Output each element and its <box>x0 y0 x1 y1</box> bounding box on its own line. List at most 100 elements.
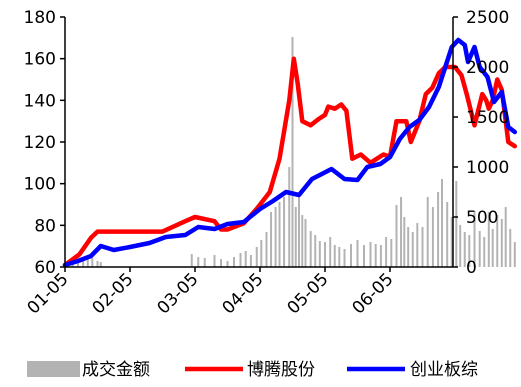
volume-bar <box>309 231 312 267</box>
volume-bar <box>400 197 403 267</box>
volume-bar <box>270 212 273 267</box>
axes: 60 80 100 120 140 160 180 0 500 1000 1500 2000 2500 0… <box>23 8 509 318</box>
volume-bar <box>459 225 462 267</box>
volume-bar <box>468 235 471 267</box>
volume-bar <box>390 239 393 267</box>
volume-bar <box>260 240 263 267</box>
volume-bar <box>416 223 419 267</box>
x-tick-label: 04-05 <box>218 269 267 318</box>
right-tick-label: 2000 <box>466 58 509 78</box>
volume-bar <box>333 245 336 267</box>
volume-bar <box>500 219 503 267</box>
volume-bar <box>463 232 466 267</box>
volume-bar <box>431 207 434 267</box>
volume-bar <box>304 219 307 267</box>
volume-bars <box>67 37 516 267</box>
volume-bar <box>338 247 341 267</box>
volume-bar <box>343 249 346 267</box>
volume-bar <box>190 254 193 267</box>
x-tick-label: 05-05 <box>283 269 332 318</box>
volume-bar <box>437 192 440 267</box>
volume-bar <box>314 235 317 267</box>
volume-bar <box>213 255 216 267</box>
x-tick-label: 02-05 <box>88 269 137 318</box>
volume-bar <box>324 242 326 267</box>
volume-bar <box>455 181 458 267</box>
volume-bar <box>473 211 476 267</box>
left-tick-label: 100 <box>24 175 56 195</box>
volume-bar <box>411 232 414 267</box>
volume-bar <box>487 212 490 267</box>
volume-bar <box>298 197 300 267</box>
series-line-red <box>62 56 518 268</box>
left-tick-label: 140 <box>24 91 56 111</box>
right-tick-label: 2500 <box>466 8 509 28</box>
volume-bar <box>483 237 486 267</box>
volume-bar <box>369 242 372 267</box>
legend-item: 成交金额 <box>27 360 150 380</box>
right-tick-label: 1500 <box>466 108 509 128</box>
volume-bar <box>239 253 242 267</box>
volume-bar <box>96 261 99 267</box>
legend: 成交金额 博腾股份 创业板综 <box>27 360 478 380</box>
volume-bar <box>91 258 94 267</box>
volume-bar <box>203 258 206 267</box>
volume-bar <box>513 242 516 267</box>
volume-bar <box>329 237 332 267</box>
volume-bar <box>450 217 453 267</box>
volume-bar <box>407 227 410 267</box>
volume-bar <box>244 251 247 267</box>
volume-bar <box>478 231 481 267</box>
volume-bar <box>274 207 277 267</box>
volume-bar <box>220 259 222 267</box>
series-lines <box>62 37 518 268</box>
left-tick-label: 60 <box>34 258 56 278</box>
volume-bar <box>395 205 398 267</box>
legend-item: 创业板综 <box>347 360 478 380</box>
volume-bar <box>363 245 365 267</box>
legend-item: 博腾股份 <box>185 360 315 380</box>
volume-bar <box>509 229 512 267</box>
volume-bar <box>496 215 499 267</box>
volume-bar <box>446 202 449 267</box>
volume-bar <box>385 237 388 267</box>
right-tick-label: 1000 <box>466 158 509 178</box>
volume-bar <box>265 232 268 267</box>
left-tick-label: 120 <box>24 133 56 153</box>
right-tick-label: 500 <box>466 208 498 228</box>
legend-label: 创业板综 <box>410 360 478 380</box>
left-tick-label: 180 <box>24 8 56 28</box>
volume-bar <box>255 247 258 267</box>
volume-bar <box>356 240 359 267</box>
volume-bar <box>249 255 252 267</box>
legend-swatch-bar <box>27 361 80 377</box>
volume-bar <box>294 207 297 267</box>
volume-bar <box>403 217 406 267</box>
volume-bar <box>441 179 443 267</box>
volume-bar <box>421 227 424 267</box>
left-tick-label: 80 <box>34 216 56 236</box>
legend-label: 成交金额 <box>82 360 150 380</box>
volume-bar <box>86 255 89 267</box>
volume-bar <box>374 244 377 267</box>
volume-bar <box>99 262 102 267</box>
series-line-blue <box>62 37 518 268</box>
volume-bar <box>491 229 494 267</box>
x-tick-label: 06-05 <box>348 269 397 318</box>
volume-bar <box>379 245 382 267</box>
volume-bar <box>278 202 281 267</box>
volume-bar <box>504 207 507 267</box>
legend-label: 博腾股份 <box>247 360 315 380</box>
volume-bar <box>82 261 85 267</box>
volume-bar <box>426 197 429 267</box>
volume-bar <box>226 261 229 267</box>
volume-bar <box>288 167 291 267</box>
right-tick-label: 0 <box>466 258 477 278</box>
volume-bar <box>283 197 286 267</box>
volume-bar <box>318 241 321 267</box>
left-tick-label: 160 <box>24 50 56 70</box>
volume-bar <box>301 215 304 267</box>
volume-bar <box>350 244 352 267</box>
volume-bar <box>197 257 200 267</box>
